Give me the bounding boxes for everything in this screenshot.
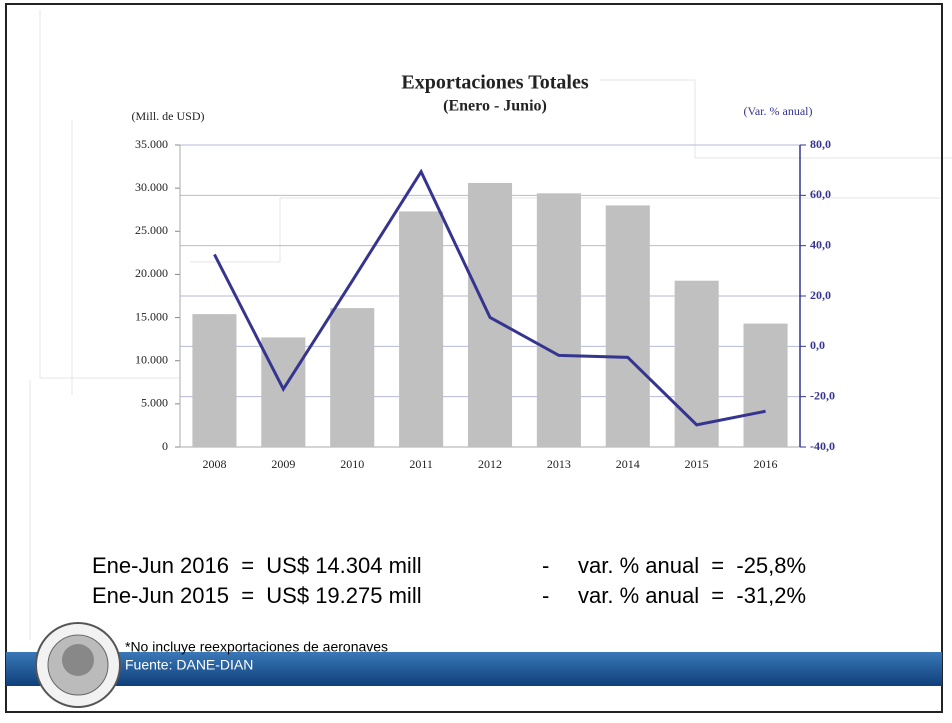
bar bbox=[399, 211, 444, 447]
bar bbox=[192, 314, 237, 447]
decoration bbox=[29, 10, 952, 640]
line bbox=[213, 168, 766, 427]
y2-axis-label: (Var. % anual) bbox=[744, 104, 813, 118]
logo bbox=[35, 622, 121, 708]
x-tick-label: 2010 bbox=[340, 457, 364, 471]
y-tick-label: 30.000 bbox=[135, 180, 168, 194]
bar bbox=[261, 337, 306, 447]
x-tick-label: 2009 bbox=[271, 457, 295, 471]
summary-text: Ene-Jun 2015 = US$ 19.275 mill bbox=[92, 583, 422, 608]
y-tick-label: 20.000 bbox=[135, 266, 168, 280]
summary-text: var. % anual = -31,2% bbox=[578, 583, 807, 608]
summary-text: var. % anual = -25,8% bbox=[578, 553, 807, 578]
bar bbox=[743, 323, 788, 447]
y2-tick-label: 20,0 bbox=[810, 288, 831, 302]
x-tick-label: 2014 bbox=[616, 457, 640, 471]
y-tick-label: 10.000 bbox=[135, 352, 168, 366]
y2-tick-label: 60,0 bbox=[810, 187, 831, 201]
bar bbox=[536, 193, 581, 447]
y-tick-label: 15.000 bbox=[135, 309, 168, 323]
chart-subtitle: (Enero - Junio) bbox=[443, 98, 547, 115]
y2-tick-label: 40,0 bbox=[810, 237, 831, 251]
summary-text: Ene-Jun 2016 = US$ 14.304 mill bbox=[92, 553, 422, 578]
footer-bar bbox=[6, 652, 942, 686]
slide-frame bbox=[5, 3, 943, 713]
bar bbox=[674, 280, 719, 447]
y2-tick-label: -20,0 bbox=[810, 388, 835, 402]
summary-text: - bbox=[542, 553, 550, 578]
y-tick-label: 35.000 bbox=[135, 137, 168, 151]
y2-tick-label: 0,0 bbox=[810, 338, 825, 352]
x-tick-label: 2012 bbox=[478, 457, 502, 471]
y-tick-label: 5.000 bbox=[141, 396, 168, 410]
bar bbox=[605, 205, 650, 447]
chart-title: Exportaciones Totales bbox=[401, 72, 588, 94]
x-tick-label: 2013 bbox=[547, 457, 571, 471]
y2-tick-label: 80,0 bbox=[810, 137, 831, 151]
source: Fuente: DANE-DIAN bbox=[125, 657, 253, 673]
y-axis-label: (Mill. de USD) bbox=[132, 109, 205, 123]
summary-text: - bbox=[542, 583, 550, 608]
x-tick-label: 2016 bbox=[754, 457, 778, 471]
y-tick-label: 0 bbox=[162, 439, 168, 453]
x-tick-label: 2015 bbox=[685, 457, 709, 471]
bar bbox=[330, 308, 375, 447]
footnote: *No incluye reexportaciones de aeronaves bbox=[125, 639, 388, 655]
y2-tick-label: -40,0 bbox=[810, 439, 835, 453]
y-tick-label: 25.000 bbox=[135, 223, 168, 237]
x-tick-label: 2011 bbox=[409, 457, 433, 471]
x-tick-label: 2008 bbox=[202, 457, 226, 471]
